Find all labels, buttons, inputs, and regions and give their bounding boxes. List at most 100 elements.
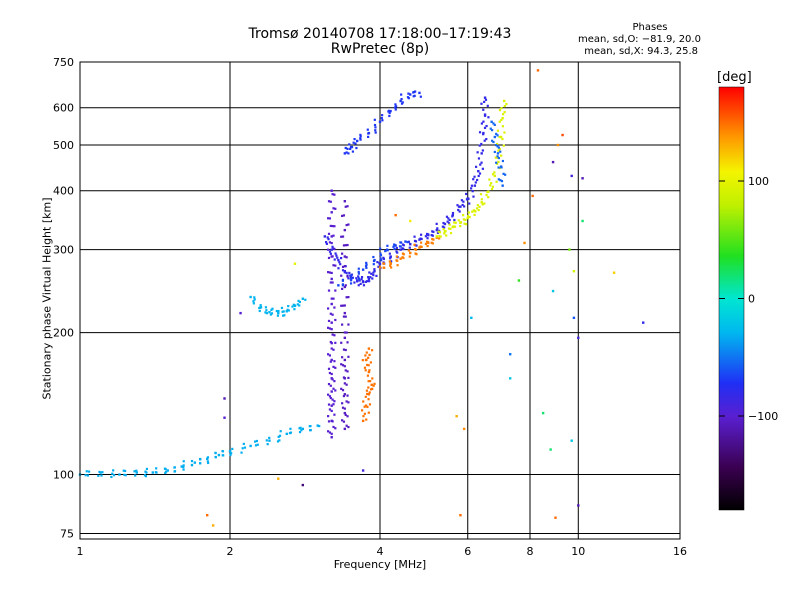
echo-point [331,333,334,336]
echo-point [390,260,393,263]
echo-point [481,203,484,206]
echo-point [508,353,512,356]
echo-point [331,281,334,284]
echo-point [341,214,344,218]
echo-point [496,129,500,132]
echo-point [430,234,433,237]
echo-point [367,411,370,414]
echo-point [478,205,481,208]
echo-point [366,363,369,367]
echo-point [476,151,479,154]
echo-point [332,234,335,237]
y-tick-label: 75 [60,527,74,540]
echo-point [282,314,285,317]
echo-point [334,366,337,369]
y-tick-label: 750 [53,56,74,69]
echo-point [474,165,478,168]
echo-point [577,336,580,340]
echo-point [239,311,242,315]
echo-point [478,131,482,134]
x-tick-label: 10 [571,545,585,558]
echo-point [331,255,334,258]
echo-point [502,99,506,103]
echo-point [461,203,464,207]
echo-point [164,471,167,474]
echo-point [556,143,560,147]
echo-point [490,182,493,185]
echo-point [501,137,504,141]
echo-point [642,321,645,324]
echo-point [344,244,347,247]
echo-point [367,364,370,367]
echo-point [366,392,369,396]
echo-point [480,201,483,204]
echo-point [395,246,398,250]
echo-point [359,135,362,138]
echo-point [346,370,349,373]
echo-point [343,411,347,415]
echo-point [281,310,284,313]
echo-point [334,341,337,344]
echo-point [118,473,121,476]
echo-point [425,232,429,236]
echo-point [481,149,484,152]
echo-point [480,122,483,125]
echo-point [401,252,405,255]
echo-point [501,113,505,116]
echo-point [581,177,584,180]
echo-point [443,222,447,226]
echo-point [375,274,378,277]
echo-point [493,171,496,174]
echo-point [182,465,185,469]
echo-point [345,424,348,427]
echo-point [389,264,392,267]
echo-point [301,483,305,487]
echo-point [328,327,332,330]
echo-point [164,467,167,471]
echo-point [396,264,399,267]
echo-point [327,307,330,310]
colorbar-tick-label: 0 [748,293,755,306]
echo-point [286,308,289,311]
echo-point [452,225,455,228]
echo-point [442,228,445,231]
echo-point [318,424,321,428]
echo-point [384,249,387,253]
echo-point [400,93,403,96]
echo-point [367,386,370,389]
echo-point [386,244,389,247]
echo-point [470,187,473,190]
echo-point [301,427,305,431]
echo-point [464,218,467,221]
echo-point [531,194,534,198]
echo-point [353,138,356,141]
echo-point [110,475,113,479]
echo-point [123,473,126,476]
echo-point [458,210,461,213]
echo-point [479,193,483,196]
echo-point [393,247,396,251]
echo-point [242,442,245,445]
echo-point [496,145,499,148]
echo-point [367,370,371,374]
echo-point [339,263,342,266]
echo-point [357,272,360,275]
echo-point [453,221,456,224]
echo-point [497,149,500,152]
echo-point [240,451,243,454]
echo-point [335,254,338,257]
echo-point [298,430,302,434]
echo-point [497,146,500,149]
echo-point [198,462,202,465]
echo-point [330,409,333,413]
echo-point [151,471,155,474]
echo-point [454,221,457,224]
echo-point [446,220,449,223]
colorbar-tick-label: 100 [748,175,769,188]
echo-point [341,304,345,307]
echo-point [408,246,411,249]
echo-point [387,110,390,113]
echo-point [388,260,391,263]
echo-point [561,133,564,137]
echo-point [409,219,412,223]
